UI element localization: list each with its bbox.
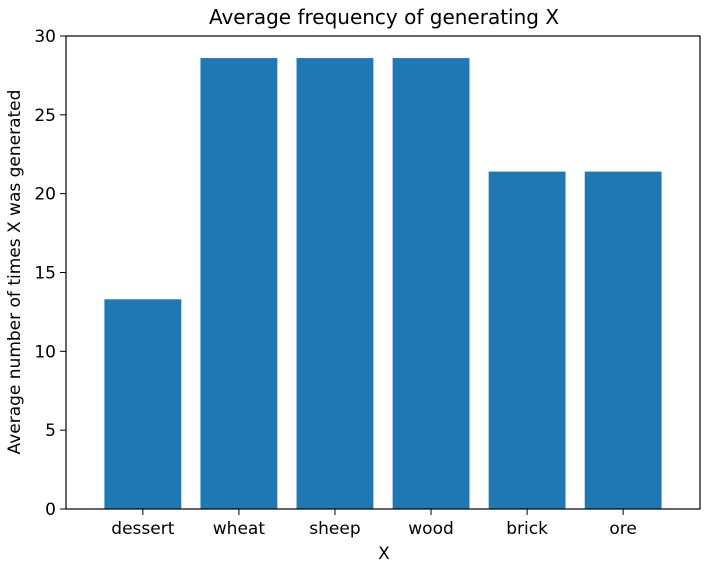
y-tick-label: 10 (34, 342, 56, 362)
x-axis-ticks: dessert wheat sheep wood brick ore (111, 509, 637, 539)
bar-brick (488, 171, 566, 510)
bar-ore (584, 171, 662, 510)
y-tick-label: 20 (34, 185, 56, 205)
y-axis-ticks: 0 5 10 15 20 25 30 (34, 27, 66, 520)
y-tick-label: 25 (34, 106, 56, 126)
y-tick-label: 5 (45, 421, 56, 441)
bar-dessert (104, 299, 182, 509)
y-tick-label: 0 (45, 500, 56, 520)
bar-wheat (200, 58, 278, 509)
x-tick-label: wheat (213, 519, 266, 539)
x-tick-label: wood (408, 519, 454, 539)
chart-title: Average frequency of generating X (209, 5, 559, 29)
y-tick-label: 15 (34, 264, 56, 284)
bars-layer (104, 58, 662, 510)
plot-frame (65, 35, 701, 510)
x-tick-label: ore (609, 519, 636, 539)
bar-wood (392, 58, 470, 509)
y-tick-label: 30 (34, 27, 56, 47)
x-tick-label: sheep (309, 519, 360, 539)
x-tick-label: brick (506, 519, 548, 539)
x-axis-title: X (378, 544, 390, 564)
y-axis-title: Average number of times X was generated (5, 90, 25, 455)
x-tick-label: dessert (111, 519, 174, 539)
bar-sheep (296, 58, 374, 509)
